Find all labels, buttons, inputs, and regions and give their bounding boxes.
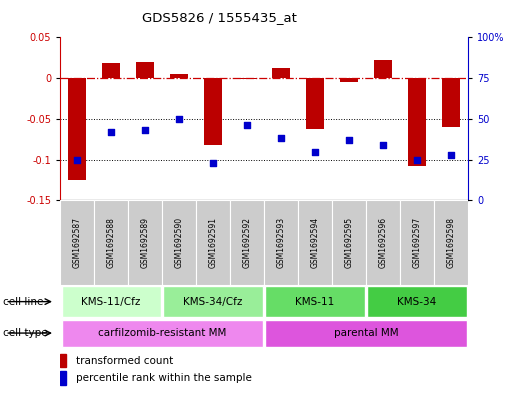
Point bbox=[243, 122, 252, 129]
Bar bbox=[306, 78, 324, 129]
Text: KMS-34: KMS-34 bbox=[397, 297, 437, 307]
Bar bbox=[298, 200, 332, 285]
Bar bbox=[60, 354, 66, 367]
Point bbox=[209, 160, 218, 166]
Text: KMS-11: KMS-11 bbox=[295, 297, 335, 307]
Bar bbox=[230, 200, 264, 285]
Point bbox=[175, 116, 184, 122]
Bar bbox=[442, 78, 460, 127]
Point bbox=[447, 152, 456, 158]
Bar bbox=[434, 200, 468, 285]
Bar bbox=[102, 63, 120, 78]
Text: GSM1692589: GSM1692589 bbox=[141, 217, 150, 268]
Bar bbox=[196, 200, 230, 285]
Bar bbox=[264, 200, 298, 285]
Text: GSM1692597: GSM1692597 bbox=[413, 217, 422, 268]
Text: GSM1692592: GSM1692592 bbox=[243, 217, 252, 268]
Text: cell type: cell type bbox=[3, 328, 47, 338]
Bar bbox=[374, 60, 392, 78]
Bar bbox=[62, 320, 263, 347]
Bar bbox=[68, 78, 86, 180]
Text: GSM1692596: GSM1692596 bbox=[379, 217, 388, 268]
Text: GDS5826 / 1555435_at: GDS5826 / 1555435_at bbox=[142, 11, 297, 24]
Text: KMS-11/Cfz: KMS-11/Cfz bbox=[82, 297, 141, 307]
Text: GSM1692587: GSM1692587 bbox=[73, 217, 82, 268]
Bar bbox=[408, 78, 426, 166]
Text: GSM1692598: GSM1692598 bbox=[447, 217, 456, 268]
Text: GSM1692594: GSM1692594 bbox=[311, 217, 320, 268]
Point bbox=[379, 142, 388, 148]
Text: GSM1692593: GSM1692593 bbox=[277, 217, 286, 268]
Point bbox=[107, 129, 116, 135]
Text: KMS-34/Cfz: KMS-34/Cfz bbox=[184, 297, 243, 307]
Bar bbox=[366, 200, 400, 285]
Point bbox=[345, 137, 354, 143]
Bar bbox=[170, 74, 188, 78]
Bar bbox=[164, 286, 263, 317]
Bar bbox=[62, 286, 161, 317]
Bar bbox=[368, 286, 467, 317]
Text: GSM1692595: GSM1692595 bbox=[345, 217, 354, 268]
Bar bbox=[60, 371, 66, 385]
Bar bbox=[332, 200, 366, 285]
Bar bbox=[128, 200, 162, 285]
Text: GSM1692588: GSM1692588 bbox=[107, 217, 116, 268]
Bar bbox=[266, 286, 365, 317]
Bar bbox=[162, 200, 196, 285]
Text: parental MM: parental MM bbox=[334, 328, 399, 338]
Point bbox=[141, 127, 150, 134]
Text: GSM1692590: GSM1692590 bbox=[175, 217, 184, 268]
Text: carfilzomib-resistant MM: carfilzomib-resistant MM bbox=[98, 328, 226, 338]
Bar bbox=[136, 62, 154, 78]
Bar bbox=[238, 78, 256, 79]
Point bbox=[277, 135, 286, 141]
Bar bbox=[204, 78, 222, 145]
Text: transformed count: transformed count bbox=[76, 356, 173, 365]
Point bbox=[311, 148, 320, 154]
Text: GSM1692591: GSM1692591 bbox=[209, 217, 218, 268]
Bar bbox=[60, 200, 94, 285]
Bar bbox=[400, 200, 434, 285]
Bar bbox=[266, 320, 467, 347]
Text: cell line: cell line bbox=[3, 297, 43, 307]
Bar bbox=[94, 200, 128, 285]
Bar bbox=[340, 78, 358, 82]
Point bbox=[73, 156, 82, 163]
Text: percentile rank within the sample: percentile rank within the sample bbox=[76, 373, 252, 383]
Point bbox=[413, 156, 422, 163]
Bar bbox=[272, 68, 290, 78]
